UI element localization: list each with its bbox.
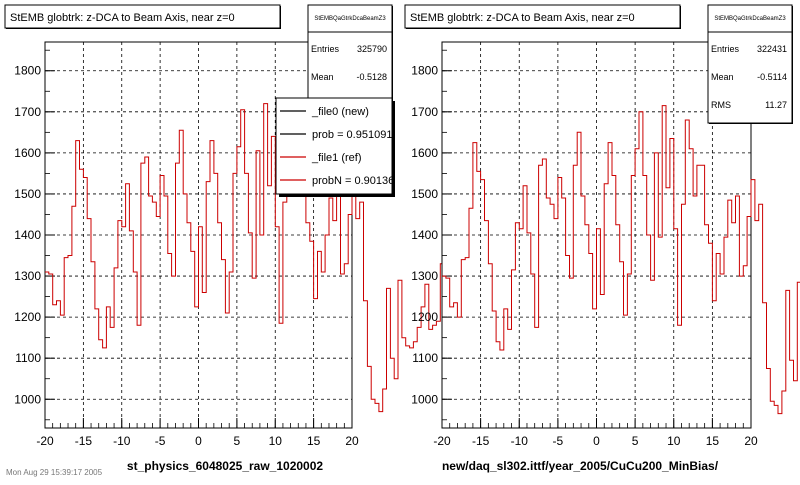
stats-value: -0.5114 <box>757 72 787 82</box>
x-tick-label: 5 <box>632 434 639 448</box>
x-tick-label: 0 <box>593 434 600 448</box>
stats-label: Mean <box>711 72 734 82</box>
x-tick-label: 10 <box>667 434 681 448</box>
x-tick-label: -20 <box>36 434 54 448</box>
legend-entries: _file0 (new) prob = 0.951091 _file1 (ref) p… <box>280 106 400 187</box>
y-tick-label: 1800 <box>14 64 41 78</box>
y-tick-label: 1400 <box>411 228 438 242</box>
x-tick-label: -15 <box>75 434 93 448</box>
y-tick-label: 1200 <box>411 310 438 324</box>
x-tick-label: -5 <box>553 434 564 448</box>
stats-value: 11.27 <box>765 100 787 110</box>
legend-label: probN = 0.901368 <box>312 175 400 187</box>
x-axis-label: st_physics_6048025_raw_1020002 <box>127 459 323 473</box>
x-tick-label: -20 <box>433 434 451 448</box>
x-axis-label: new/daq_sl302.ittf/year_2005/CuCu200_Min… <box>442 459 719 473</box>
stats-label: Entries <box>711 44 740 54</box>
legend-box <box>275 97 393 195</box>
stats-label: RMS <box>711 100 731 110</box>
x-tick-label: 15 <box>307 434 321 448</box>
stats-value: 325790 <box>357 44 387 54</box>
y-tick-label: 1500 <box>14 187 41 201</box>
stats-value: -0.5128 <box>356 72 387 82</box>
stats-box <box>307 4 393 115</box>
chart-title: StEMB globtrk: z-DCA to Beam Axis, near … <box>10 12 235 24</box>
y-tick-label: 1100 <box>15 351 41 365</box>
y-tick-label: 1600 <box>14 146 41 160</box>
x-tick-label: 5 <box>234 434 241 448</box>
x-tick-label: -10 <box>113 434 131 448</box>
title-box <box>404 4 681 29</box>
legend-label: _file0 (new) <box>311 106 369 118</box>
title-box <box>4 4 281 29</box>
x-tick-label: -5 <box>155 434 166 448</box>
y-tick-label: 1700 <box>411 105 438 119</box>
histogram-series <box>442 105 800 415</box>
y-tick-label: 1500 <box>411 187 438 201</box>
chart-title: StEMB globtrk: z-DCA to Beam Axis, near … <box>410 12 635 24</box>
x-tick-label: 20 <box>744 434 758 448</box>
y-tick-label: 1000 <box>411 392 438 406</box>
stats-box <box>707 4 793 124</box>
y-tick-label: 1200 <box>14 310 41 324</box>
x-tick-label: 0 <box>195 434 202 448</box>
x-tick-label: 20 <box>345 434 359 448</box>
y-tick-label: 1800 <box>411 64 438 78</box>
stats-name: StEMBQaGtrkDcaBeamZ3 <box>714 16 786 22</box>
legend-label: _file1 (ref) <box>311 152 362 164</box>
legend-label: prob = 0.951091 <box>312 129 392 141</box>
x-tick-label: 15 <box>706 434 720 448</box>
stats-value: 322431 <box>757 44 787 54</box>
x-tick-label: 10 <box>269 434 283 448</box>
y-tick-label: 1300 <box>14 269 41 283</box>
y-tick-label: 1100 <box>412 351 438 365</box>
stats-name: StEMBQaGtrkDcaBeamZ3 <box>314 16 386 22</box>
y-tick-label: 1700 <box>14 105 41 119</box>
histogram-panel-2: -20 -15 -10 -5 0 5 10 15 20 1000 1100 1200 1300 1400 1… <box>404 4 800 473</box>
x-tick-label: -15 <box>472 434 490 448</box>
timestamp-note: Mon Aug 29 15:39:17 2005 <box>6 468 103 477</box>
y-tick-label: 1000 <box>14 392 41 406</box>
x-tick-label: -10 <box>511 434 529 448</box>
stats-label: Mean <box>311 72 334 82</box>
y-tick-label: 1400 <box>14 228 41 242</box>
y-tick-label: 1600 <box>411 146 438 160</box>
stats-label: Entries <box>311 44 340 54</box>
y-tick-label: 1300 <box>411 269 438 283</box>
histogram-panel-1: -20 -15 -10 -5 0 5 10 15 20 1000 1100 1200 1300 1400 1… <box>4 4 617 473</box>
